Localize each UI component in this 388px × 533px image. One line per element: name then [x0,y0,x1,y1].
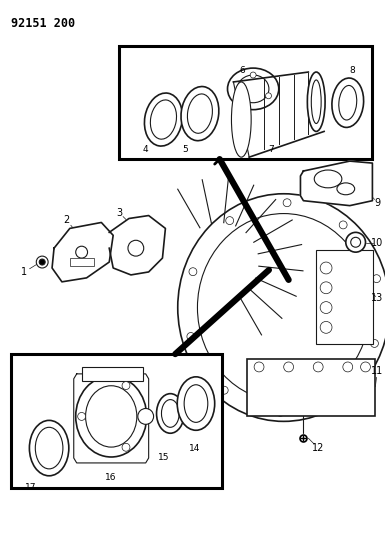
Ellipse shape [144,93,182,146]
Circle shape [351,237,360,247]
Text: 12: 12 [312,443,324,453]
Bar [10,354,222,488]
Circle shape [122,382,130,390]
Circle shape [346,232,365,252]
Ellipse shape [227,68,279,110]
Ellipse shape [29,421,69,476]
Text: 14: 14 [189,443,201,453]
Text: 13: 13 [371,293,383,303]
Circle shape [226,216,234,224]
Ellipse shape [307,72,325,132]
Circle shape [371,340,378,348]
Circle shape [320,302,332,313]
Polygon shape [74,374,149,463]
Circle shape [265,93,272,99]
Ellipse shape [232,82,251,157]
Text: 9: 9 [374,198,380,208]
Circle shape [343,362,353,372]
Ellipse shape [76,376,147,457]
Text: 92151 200: 92151 200 [10,17,75,30]
Ellipse shape [177,377,215,430]
Text: 11: 11 [371,366,383,376]
Circle shape [76,246,88,258]
Ellipse shape [311,80,321,124]
Text: 5: 5 [182,145,188,154]
Text: 17: 17 [24,483,36,492]
Ellipse shape [156,394,184,433]
Circle shape [39,259,45,265]
Text: 1: 1 [21,267,28,277]
Circle shape [254,362,264,372]
Text: 4: 4 [143,145,149,154]
Ellipse shape [237,75,269,103]
Ellipse shape [314,170,342,188]
Polygon shape [300,161,372,206]
Text: 7: 7 [268,145,274,154]
Bar [316,250,373,344]
Circle shape [283,199,291,207]
Ellipse shape [181,86,219,141]
Ellipse shape [197,214,370,401]
Circle shape [320,321,332,333]
Circle shape [128,240,144,256]
Ellipse shape [35,427,63,469]
Ellipse shape [339,85,357,120]
Circle shape [334,391,342,399]
Circle shape [36,256,48,268]
Text: 6: 6 [239,66,245,75]
Ellipse shape [332,78,364,127]
Bar [70,258,94,266]
Circle shape [284,362,294,372]
Text: 2: 2 [64,215,70,225]
Polygon shape [109,215,165,275]
Circle shape [313,362,323,372]
Ellipse shape [187,94,212,133]
Polygon shape [52,222,113,282]
Text: 8: 8 [350,66,355,75]
Circle shape [372,274,381,282]
Bar [119,46,372,159]
Ellipse shape [337,183,355,195]
Bar [247,359,375,416]
Circle shape [339,221,347,229]
Text: 16: 16 [106,473,117,482]
Circle shape [220,386,228,394]
Ellipse shape [178,194,388,422]
Circle shape [187,333,195,341]
Circle shape [360,362,371,372]
Text: 10: 10 [371,238,383,248]
Circle shape [235,93,241,99]
Circle shape [250,72,256,78]
Ellipse shape [184,385,208,422]
Bar [81,367,143,381]
Ellipse shape [151,100,177,139]
Text: 3: 3 [116,207,122,217]
Circle shape [320,282,332,294]
Circle shape [189,268,197,276]
Circle shape [320,262,332,274]
Circle shape [276,408,284,416]
Polygon shape [234,72,324,157]
Circle shape [122,443,130,451]
Circle shape [138,408,154,424]
Text: 15: 15 [158,454,169,463]
Circle shape [78,413,86,421]
Ellipse shape [86,386,137,447]
Ellipse shape [161,400,179,427]
